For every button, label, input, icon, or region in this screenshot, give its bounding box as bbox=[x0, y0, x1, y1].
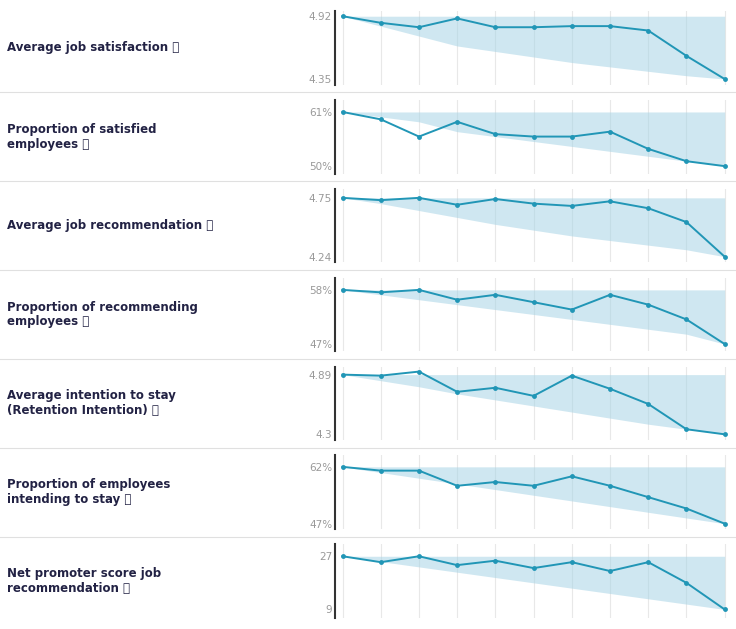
Point bbox=[451, 13, 463, 23]
Point bbox=[719, 74, 731, 84]
Point bbox=[643, 144, 654, 154]
Point bbox=[375, 287, 386, 298]
Point bbox=[566, 370, 578, 381]
Point bbox=[489, 477, 501, 487]
Point bbox=[604, 566, 616, 576]
Point bbox=[489, 290, 501, 300]
Point bbox=[451, 481, 463, 491]
Point bbox=[375, 114, 386, 125]
Point bbox=[681, 156, 693, 166]
Text: Average job satisfaction ⓘ: Average job satisfaction ⓘ bbox=[7, 41, 180, 54]
Point bbox=[375, 370, 386, 381]
Point bbox=[719, 429, 731, 439]
Point bbox=[413, 193, 425, 203]
Point bbox=[566, 557, 578, 567]
Text: Average job recommendation ⓘ: Average job recommendation ⓘ bbox=[7, 219, 213, 232]
Point bbox=[566, 131, 578, 142]
Point bbox=[566, 304, 578, 314]
Point bbox=[604, 21, 616, 31]
Point bbox=[336, 551, 348, 561]
Point bbox=[719, 161, 731, 171]
Point bbox=[413, 367, 425, 377]
Point bbox=[451, 387, 463, 397]
Point bbox=[489, 129, 501, 139]
Point bbox=[413, 131, 425, 142]
Text: Proportion of satisfied
employees ⓘ: Proportion of satisfied employees ⓘ bbox=[7, 123, 157, 150]
Point bbox=[528, 391, 539, 401]
Point bbox=[643, 557, 654, 567]
Point bbox=[681, 424, 693, 434]
Point bbox=[336, 193, 348, 203]
Point bbox=[528, 22, 539, 32]
Point bbox=[643, 203, 654, 213]
Text: Proportion of employees
intending to stay ⓘ: Proportion of employees intending to sta… bbox=[7, 479, 171, 506]
Point bbox=[489, 555, 501, 565]
Point bbox=[681, 503, 693, 513]
Text: Proportion of recommending
employees ⓘ: Proportion of recommending employees ⓘ bbox=[7, 301, 198, 328]
Point bbox=[681, 51, 693, 61]
Point bbox=[681, 217, 693, 227]
Point bbox=[643, 26, 654, 36]
Point bbox=[719, 519, 731, 529]
Point bbox=[413, 551, 425, 561]
Point bbox=[489, 194, 501, 204]
Point bbox=[604, 384, 616, 394]
Point bbox=[681, 314, 693, 325]
Point bbox=[528, 131, 539, 142]
Point bbox=[413, 285, 425, 295]
Point bbox=[375, 18, 386, 28]
Point bbox=[604, 196, 616, 206]
Point bbox=[604, 126, 616, 136]
Point bbox=[336, 462, 348, 472]
Point bbox=[451, 295, 463, 305]
Point bbox=[451, 200, 463, 210]
Text: Net promoter score job
recommendation ⓘ: Net promoter score job recommendation ⓘ bbox=[7, 567, 161, 596]
Point bbox=[489, 382, 501, 392]
Point bbox=[719, 339, 731, 349]
Point bbox=[336, 370, 348, 380]
Text: Average intention to stay
(Retention Intention) ⓘ: Average intention to stay (Retention Int… bbox=[7, 389, 176, 418]
Point bbox=[719, 252, 731, 262]
Point bbox=[336, 11, 348, 21]
Point bbox=[375, 465, 386, 476]
Point bbox=[413, 465, 425, 476]
Point bbox=[566, 21, 578, 31]
Point bbox=[489, 22, 501, 32]
Point bbox=[413, 22, 425, 32]
Point bbox=[336, 107, 348, 117]
Point bbox=[528, 563, 539, 573]
Point bbox=[604, 481, 616, 491]
Point bbox=[719, 604, 731, 615]
Point bbox=[451, 117, 463, 127]
Point bbox=[528, 199, 539, 209]
Point bbox=[604, 290, 616, 300]
Point bbox=[643, 399, 654, 409]
Point bbox=[528, 481, 539, 491]
Point bbox=[566, 201, 578, 211]
Point bbox=[643, 299, 654, 309]
Point bbox=[375, 557, 386, 567]
Point bbox=[643, 492, 654, 502]
Point bbox=[681, 578, 693, 588]
Point bbox=[451, 560, 463, 570]
Point bbox=[528, 297, 539, 307]
Point bbox=[566, 471, 578, 481]
Point bbox=[375, 195, 386, 205]
Point bbox=[336, 285, 348, 295]
